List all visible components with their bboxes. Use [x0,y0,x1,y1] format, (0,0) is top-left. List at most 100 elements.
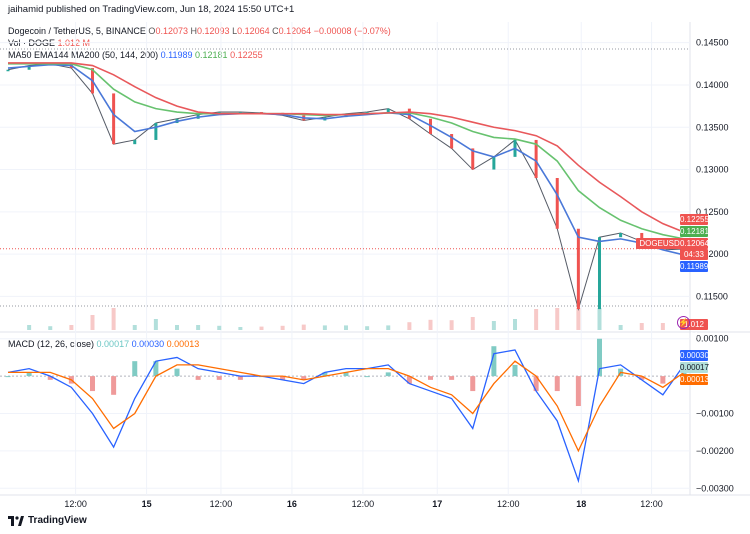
price-tick-label: 0.13000 [696,165,729,175]
open-label: O [148,26,156,36]
ma50-badge: 0.11989 [680,261,709,272]
volume-bar [576,308,581,330]
x-tick-label: 18 [576,499,586,509]
volume-bar [90,315,95,330]
volume-bar [238,327,243,330]
close-value: 0.12064 [278,26,312,36]
tradingview-icon [8,515,24,526]
last-price-badge: 0.12064 [680,238,709,249]
high-value: 0.12093 [197,26,230,36]
macd-histogram-bar [280,376,286,380]
ma200-value: 0.12255 [230,50,263,60]
price-tick-label: 0.14500 [696,38,729,48]
volume-bar [618,325,623,330]
ema144-badge: 0.12181 [680,226,709,237]
macd-histogram-bar [301,376,307,380]
x-tick-label: 12:00 [64,499,87,509]
price-candle [471,148,475,170]
price-tick-label: 0.12500 [696,207,729,217]
macd-histogram-bar [597,338,602,377]
x-tick-label: 12:00 [210,499,233,509]
macd-histogram-bar [90,376,95,392]
macd-histogram-bar [237,376,243,380]
volume-bar [132,325,137,330]
macd-label[interactable]: MACD (12, 26, close) [8,339,95,349]
price-tick-label: 0.13500 [696,122,729,132]
ma200-badge: 0.12255 [680,214,709,225]
ma50-value: 0.11989 [160,50,193,60]
volume-bar [111,308,116,330]
volume-bar [534,309,539,330]
price-candle [154,123,158,140]
macd-hist-value: 0.00017 [96,339,130,349]
macd-histogram-bar [47,376,53,380]
volume-bar [555,308,560,330]
volume-bar [196,325,201,330]
volume-bar [513,319,517,330]
symbol-tag-badge: DOGEUSDT [636,238,688,249]
price-candle [534,139,538,178]
symbol-name[interactable]: Dogecoin / TetherUS, 5, BINANCE [8,26,146,36]
macd-signal-value: 0.00013 [166,339,200,349]
price-candle [555,178,559,229]
volume-bar [48,326,53,330]
macd-histogram-bar [533,376,539,392]
price-candle [133,139,137,145]
macd-histogram-bar [216,376,222,380]
ma-label[interactable]: MA50 EMA144 MA200 (50, 144, 200) [8,50,159,60]
volume-bar [344,325,348,330]
volume-bar [491,321,496,330]
volume-bar [280,325,285,330]
price-candle [450,134,454,149]
ohlc-row: Dogecoin / TetherUS, 5, BINANCE O0.12073… [8,25,391,37]
volume-bar [639,323,644,330]
price-tick-label: 0.14000 [696,80,729,90]
volume-bar [428,319,433,330]
ema144-value: 0.12181 [195,50,228,60]
macd-histogram-bar [575,376,581,407]
series-price [7,63,685,311]
low-value: 0.12064 [237,26,270,36]
price-candle [238,112,242,114]
macd-histogram-bar [132,361,138,377]
x-tick-label: 12:00 [497,499,520,509]
price-candle [6,69,10,72]
low-label: L [232,26,238,36]
macd-badge: 0.00030 [680,350,709,361]
macd-histogram-bar [512,364,518,377]
macd-tick-label: 0.00100 [696,334,729,344]
volume-bar [301,324,306,330]
price-candle [260,112,263,114]
macd-tick-label: −0.00300 [696,483,734,493]
macd-signal-badge: 0.00013 [680,374,709,385]
volume-badge: 1.012 M [680,319,708,340]
volume-bar [470,317,475,330]
x-tick-label: 12:00 [352,499,375,509]
macd-histogram-bar [491,346,497,377]
volume-bar [597,308,602,330]
series-signal [8,360,685,453]
volume-bar [386,325,391,330]
macd-legend: MACD (12, 26, close) 0.00017 0.00030 0.0… [8,339,199,350]
macd-histogram-bar [428,376,433,380]
macd-histogram-bar [174,368,180,377]
price-candle [365,112,369,114]
macd-hist-badge: 0.00017 [680,362,709,373]
x-tick-label: 16 [287,499,297,509]
volume-bar [217,325,222,330]
lightning-icon[interactable]: ⚡ [677,316,690,329]
tradingview-logo[interactable]: TradingView [8,515,87,526]
volume-bar [175,325,179,330]
volume-bar [365,326,370,330]
price-tick-label: 0.12000 [696,249,729,259]
open-value: 0.12073 [155,26,188,36]
countdown-badge: 04:33 [680,249,708,260]
volume-bar [449,320,454,330]
x-tick-label: 17 [432,499,442,509]
macd-histogram-bar [449,376,455,380]
volume-bar [69,325,74,330]
price-candle [492,156,496,170]
price-candle [407,108,411,119]
tradingview-label: TradingView [28,515,87,526]
